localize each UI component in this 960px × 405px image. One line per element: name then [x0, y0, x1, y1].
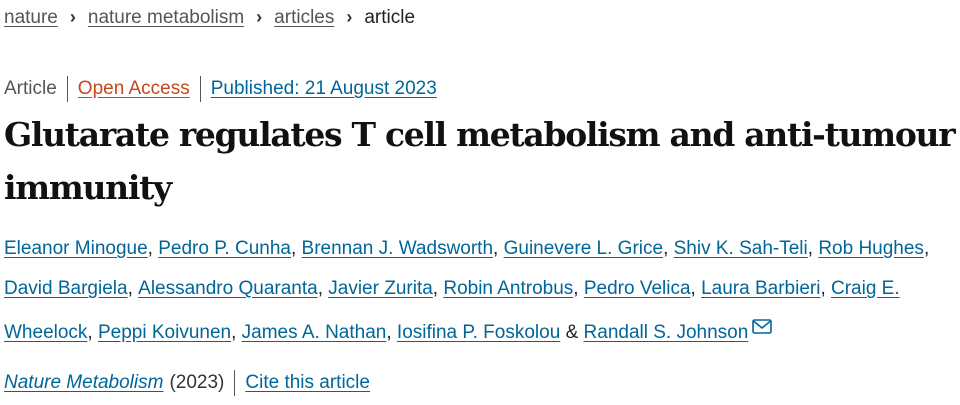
chevron-right-icon: ›	[346, 7, 353, 27]
author-link[interactable]: Robin Antrobus	[443, 278, 574, 299]
journal-link[interactable]: Nature Metabolism	[4, 372, 164, 393]
divider	[66, 76, 68, 102]
author-link[interactable]: David Bargiela	[4, 278, 128, 299]
author-link[interactable]: James A. Nathan	[241, 322, 387, 343]
author-link[interactable]: Alessandro Quaranta	[138, 278, 318, 299]
author-link[interactable]: Peppi Koivunen	[97, 322, 232, 343]
article-title: Glutarate regulates T cell metabolism an…	[4, 115, 956, 207]
author-link[interactable]: Shiv K. Sah-Teli	[673, 238, 808, 259]
chevron-right-icon: ›	[69, 7, 76, 27]
author-list: Eleanor Minogue, Pedro P. Cunha, Brennan…	[4, 229, 959, 353]
author-link[interactable]: Laura Barbieri	[701, 278, 821, 299]
journal-info: Nature Metabolism (2023) Cite this artic…	[4, 370, 370, 396]
author-link[interactable]: Pedro P. Cunha	[158, 238, 291, 259]
chevron-right-icon: ›	[256, 7, 263, 27]
article-meta: Article Open Access Published: 21 August…	[4, 76, 437, 102]
breadcrumb-current: article	[364, 7, 416, 28]
author-joiner: &	[565, 322, 579, 343]
article-type: Article	[4, 78, 57, 99]
author-link[interactable]: Pedro Velica	[583, 278, 691, 299]
publication-year: (2023)	[169, 372, 225, 393]
author-link[interactable]: Rob Hughes	[818, 238, 924, 259]
divider	[234, 370, 236, 396]
author-link[interactable]: Iosifina P. Foskolou	[396, 322, 561, 343]
corresponding-author-link[interactable]: Randall S. Johnson	[583, 322, 749, 343]
mail-icon[interactable]	[752, 309, 773, 349]
published-date-link[interactable]: Published: 21 August 2023	[210, 78, 437, 99]
breadcrumb: nature › nature metabolism › articles › articl…	[4, 4, 415, 31]
breadcrumb-articles[interactable]: articles	[274, 7, 335, 28]
author-link[interactable]: Eleanor Minogue	[4, 238, 148, 259]
cite-article-link[interactable]: Cite this article	[245, 372, 370, 393]
breadcrumb-nature[interactable]: nature	[4, 7, 58, 28]
author-link[interactable]: Brennan J. Wadsworth	[301, 238, 494, 259]
author-link[interactable]: Javier Zurita	[328, 278, 433, 299]
breadcrumb-nature-metabolism[interactable]: nature metabolism	[87, 7, 245, 28]
author-link[interactable]: Guinevere L. Grice	[503, 238, 664, 259]
open-access-link[interactable]: Open Access	[77, 78, 190, 99]
divider	[199, 76, 201, 102]
author-link[interactable]: Craig E. Wheelock	[4, 278, 900, 343]
